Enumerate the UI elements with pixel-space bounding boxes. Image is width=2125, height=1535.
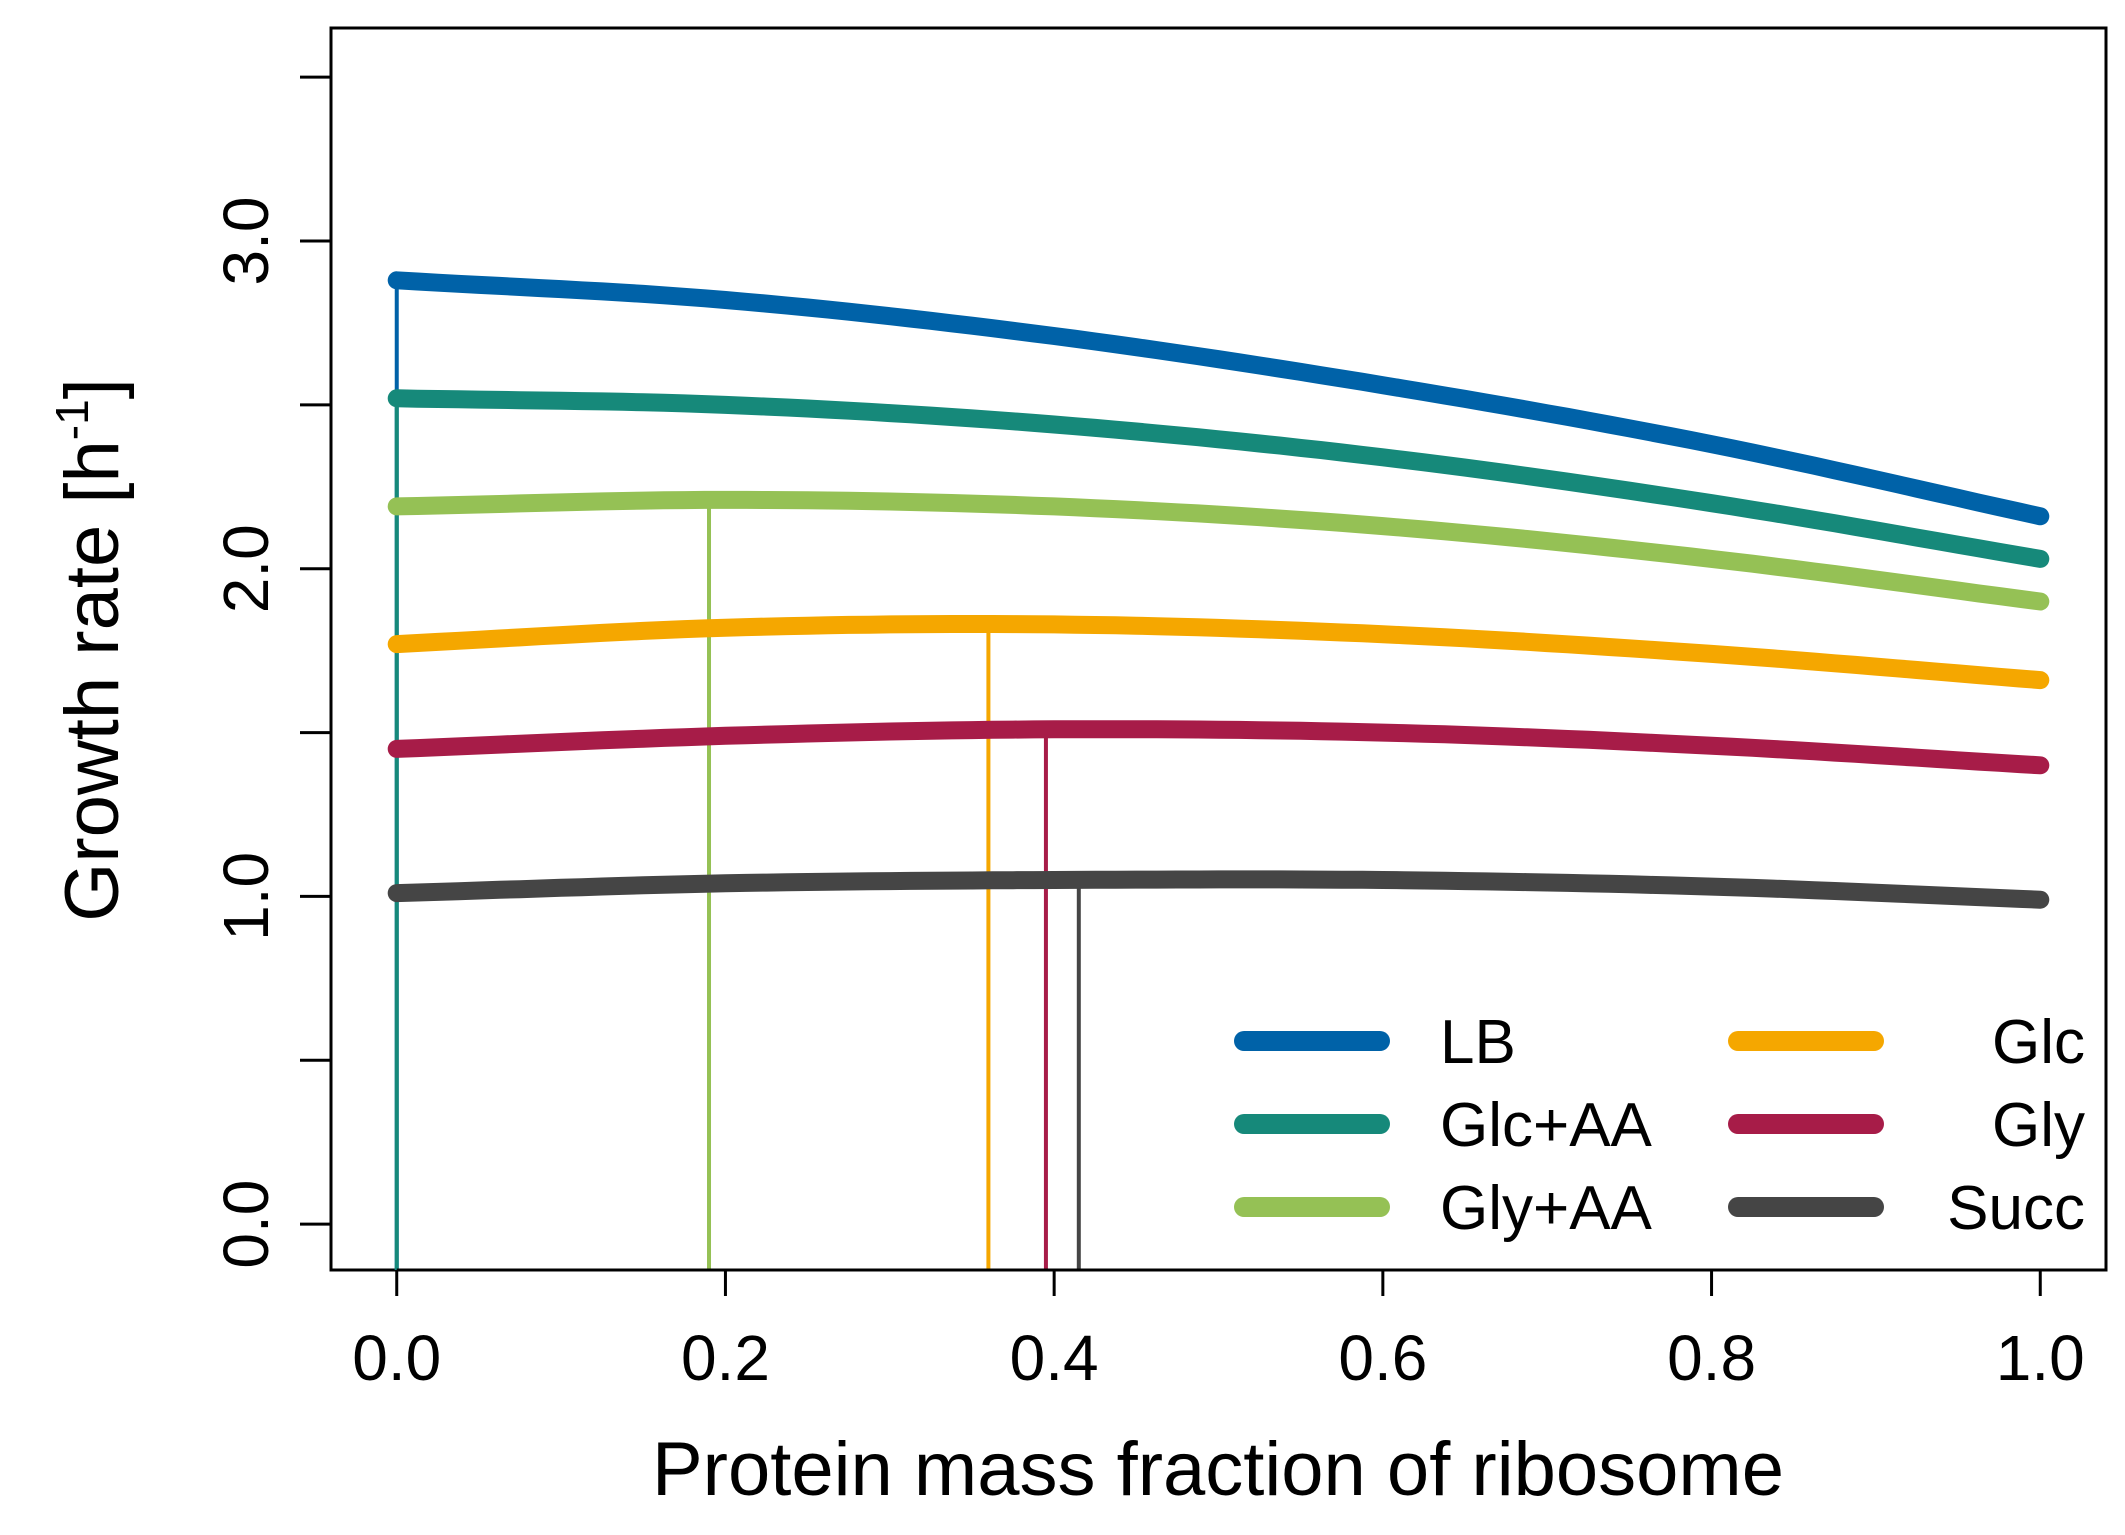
x-tick-label: 0.4 xyxy=(1010,1322,1099,1394)
legend: LB Glc+AA Gly+AA Glc Gly Succ xyxy=(1234,1008,2085,1243)
legend-label: Succ xyxy=(1947,1174,2085,1243)
series-line xyxy=(387,615,2050,690)
y-tick-label: 3.0 xyxy=(210,197,282,286)
y-tick-label: 0.0 xyxy=(210,1180,282,1269)
legend-label: Gly xyxy=(1992,1091,2085,1160)
legend-label: LB xyxy=(1440,1008,1516,1077)
series-line xyxy=(387,870,2050,909)
y-axis-title-close: ] xyxy=(50,378,135,399)
y-tick-label: 2.0 xyxy=(210,524,282,613)
x-tick-label: 0.2 xyxy=(681,1322,770,1394)
y-axis: 0.0 1.0 2.0 3.0 xyxy=(210,75,333,1269)
x-tick-label: 0.8 xyxy=(1667,1322,1756,1394)
legend-label: Glc xyxy=(1992,1008,2085,1077)
y-axis-title-main: Growth rate [h xyxy=(50,440,135,922)
series-line xyxy=(387,271,2050,526)
x-axis-title: Protein mass fraction of ribosome xyxy=(652,1427,1784,1512)
x-axis: 0.0 0.2 0.4 0.6 0.8 1.0 xyxy=(352,1268,2085,1394)
x-tick-label: 0.0 xyxy=(352,1322,441,1394)
x-tick-label: 0.6 xyxy=(1338,1322,1427,1394)
y-tick-label: 1.0 xyxy=(210,852,282,941)
y-axis-title: Growth rate [h-1] xyxy=(46,378,135,922)
y-axis-title-superscript: -1 xyxy=(46,399,98,440)
series-line xyxy=(387,490,2050,611)
series-line xyxy=(387,389,2050,568)
series-lines xyxy=(387,271,2050,909)
plot-frame xyxy=(329,26,2108,1272)
legend-label: Gly+AA xyxy=(1440,1174,1653,1243)
legend-label: Glc+AA xyxy=(1440,1091,1653,1160)
optimum-lines xyxy=(394,280,1081,1270)
x-tick-label: 1.0 xyxy=(1996,1322,2085,1394)
series-line xyxy=(387,720,2050,775)
